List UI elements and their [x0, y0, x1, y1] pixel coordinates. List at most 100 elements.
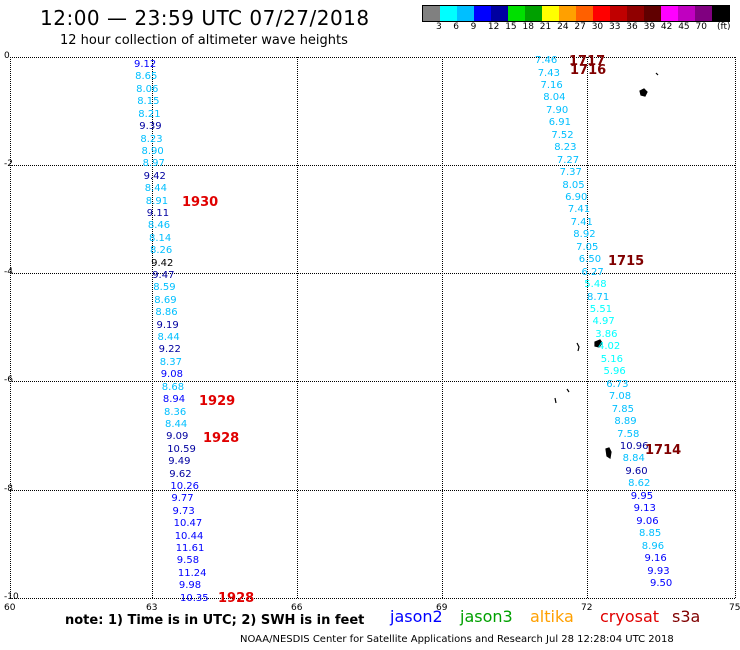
- wave-height-value: 8.44: [157, 332, 180, 343]
- wave-height-value: 9.60: [625, 465, 648, 477]
- legend-swatch: [712, 6, 729, 21]
- wave-height-value: 8.97: [142, 158, 165, 170]
- legend-labels: 3 6 9 12 15 18 21 24 27 30 33 36 39 42 45 70 (ft): [422, 22, 740, 34]
- legend-swatch: [678, 6, 695, 21]
- wave-height-value: 9.73: [172, 505, 195, 517]
- legend-label: 33: [609, 22, 621, 32]
- wave-height-value: 8.91: [145, 195, 169, 207]
- wave-height-value: 8.14: [149, 232, 172, 244]
- wave-height-value: 8.84: [622, 453, 645, 465]
- grid-line: [10, 165, 735, 166]
- grid-line: [297, 57, 298, 598]
- wave-height-value: 9.06: [636, 515, 659, 527]
- wave-height-value: 10.44: [174, 530, 204, 542]
- wave-height-value: 8.71: [587, 291, 610, 303]
- wave-height-value: 9.09: [166, 431, 189, 443]
- wave-height-value: 6.27: [581, 266, 604, 278]
- legend-label: 42: [660, 22, 673, 32]
- satellite-name: jason3: [460, 607, 513, 626]
- wave-height-value: 8.89: [614, 416, 637, 427]
- legend-swatch: [610, 6, 627, 21]
- wave-height-value: 5.51: [589, 304, 613, 315]
- wave-height-value: 7.85: [611, 403, 634, 415]
- wave-height-value: 8.92: [573, 229, 596, 241]
- legend-label: 39: [643, 22, 656, 32]
- y-axis-label: -6: [4, 375, 13, 385]
- wave-height-value: 8.26: [150, 245, 173, 257]
- legend-label: 45: [678, 22, 690, 32]
- legend-swatch: [559, 6, 576, 21]
- grid-line: [10, 381, 735, 382]
- wave-height-value: 7.90: [546, 104, 569, 116]
- x-axis-label: 60: [4, 603, 16, 613]
- wave-height-value: 7.27: [556, 154, 580, 166]
- legend-label: 30: [591, 22, 604, 32]
- wave-height-value: 7.08: [608, 391, 632, 403]
- legend-label: 18: [522, 22, 534, 32]
- wave-height-value: 9.11: [146, 207, 170, 219]
- x-axis-label: 69: [436, 603, 448, 613]
- wave-height-value: 10.59: [167, 443, 196, 455]
- legend-label: 6: [453, 22, 460, 32]
- wave-height-value: 8.04: [543, 92, 566, 104]
- grid-line: [10, 598, 735, 599]
- wave-height-value: 5.48: [584, 279, 607, 291]
- grid-line: [152, 57, 153, 598]
- wave-height-value: 10.96: [619, 440, 649, 452]
- legend-swatch: [576, 6, 593, 21]
- y-axis-label: 0: [4, 51, 10, 61]
- legend-swatch: [627, 6, 644, 21]
- map-title: 12:00 — 23:59 UTC 07/27/2018: [40, 6, 370, 30]
- wave-height-value: 8.94: [162, 394, 186, 406]
- wave-height-value: 4.97: [592, 316, 615, 328]
- legend-label: 15: [505, 22, 517, 32]
- wave-height-value: 7.41: [570, 216, 593, 228]
- wave-height-value: 9.98: [178, 580, 202, 592]
- legend-swatch: [661, 6, 678, 21]
- wave-height-value: 9.39: [139, 121, 162, 132]
- legend-label: 3: [436, 22, 442, 32]
- wave-height-value: 7.43: [537, 67, 560, 79]
- wave-height-value: 8.06: [136, 83, 159, 95]
- wave-height-value: 8.44: [144, 183, 167, 195]
- footer-credit: NOAA/NESDIS Center for Satellite Applica…: [240, 634, 674, 645]
- time-label: 1929: [199, 394, 236, 409]
- island-mark: [594, 339, 603, 348]
- grid-line: [10, 490, 735, 491]
- wave-height-value: 9.42: [151, 257, 174, 269]
- legend-swatch: [593, 6, 610, 21]
- wave-height-value: 8.23: [140, 133, 163, 145]
- wave-height-value: 9.95: [630, 490, 654, 502]
- grid-line: [587, 57, 588, 598]
- legend-swatch: [491, 6, 508, 21]
- x-axis-label: 66: [291, 603, 303, 613]
- wave-height-value: 9.93: [647, 565, 670, 577]
- grid-line: [10, 273, 735, 274]
- wave-height-value: 9.50: [650, 577, 673, 589]
- legend-label: 27: [574, 22, 586, 32]
- wave-height-value: 5.96: [603, 366, 626, 378]
- wave-height-value: 9.19: [156, 319, 179, 331]
- wave-height-value: 6.90: [565, 191, 588, 203]
- color-legend: [422, 5, 730, 22]
- legend-swatch: [440, 6, 457, 21]
- wave-height-value: 8.15: [137, 96, 160, 108]
- wave-height-value: 9.58: [176, 555, 200, 567]
- wave-height-value: 11.24: [177, 567, 207, 579]
- wave-height-value: 6.50: [578, 254, 602, 266]
- grid-line: [10, 57, 11, 598]
- island-mark: [566, 388, 570, 393]
- time-label: 1928: [203, 431, 240, 446]
- legend-swatch: [644, 6, 661, 21]
- wave-height-value: 8.85: [639, 528, 662, 540]
- time-label: 1716: [570, 63, 607, 78]
- island-mark: [576, 342, 580, 352]
- y-axis-label: -10: [4, 592, 19, 602]
- time-label: 1928: [218, 591, 255, 606]
- note-text: note: 1) Time is in UTC; 2) SWH is in fe…: [65, 613, 365, 628]
- wave-height-value: 10.47: [173, 518, 203, 530]
- y-axis-label: -2: [4, 159, 13, 169]
- wave-height-value: 7.37: [559, 167, 582, 179]
